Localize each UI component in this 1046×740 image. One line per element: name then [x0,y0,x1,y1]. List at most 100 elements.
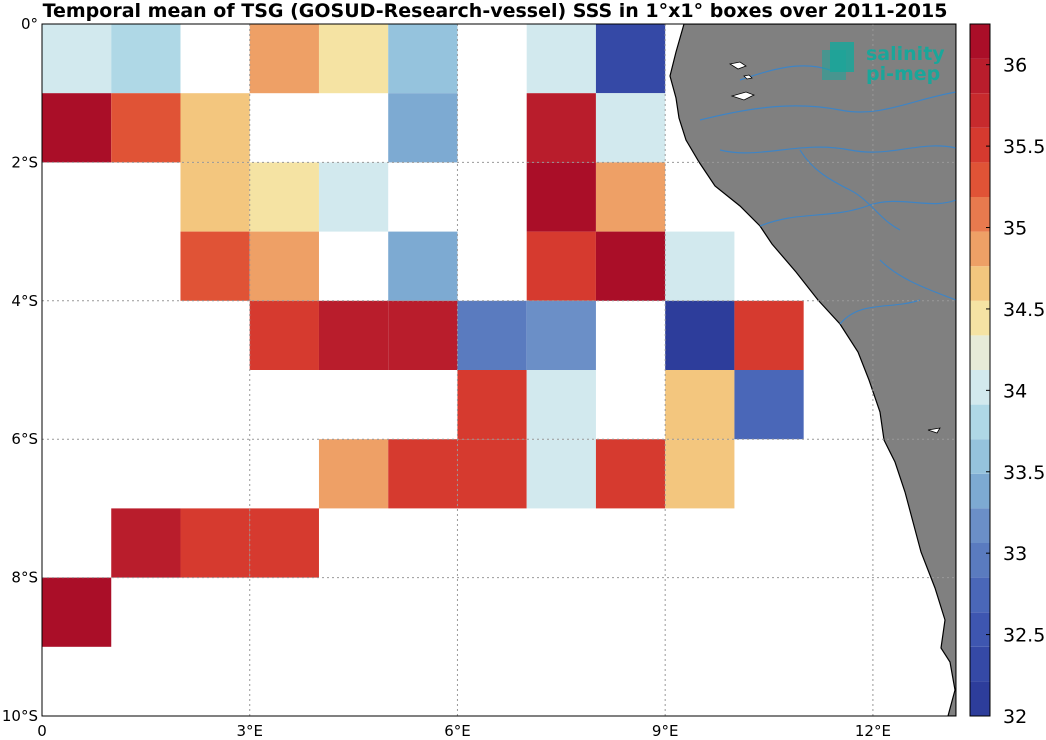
map-title: Temporal mean of TSG (GOSUD-Research-ves… [42,0,948,22]
sss-cell [457,439,527,509]
colorbar-swatch [970,404,990,440]
colorbar-swatch [970,162,990,197]
sss-cell [665,439,735,509]
sss-cell [457,300,527,370]
colorbar-swatch [970,93,990,128]
x-tick-label: 3°E [236,722,263,740]
colorbar-swatch [970,439,990,474]
colorbar-swatch [970,231,990,267]
sss-cell [42,93,112,163]
x-tick-label: 9°E [652,722,679,740]
colorbar-swatch [970,58,990,94]
sss-cell [111,508,181,578]
sss-cells [42,24,804,647]
sss-cell [665,231,735,301]
sss-cell [734,370,804,440]
colorbar-swatch [970,24,990,59]
sss-cell [388,24,458,94]
sss-cell [595,439,666,509]
sss-cell [595,162,666,232]
sss-cell [318,24,389,94]
logo-mark-icon [830,42,854,72]
colorbar-swatch [970,508,990,543]
sss-cell [526,300,596,370]
colorbar-tick-label: 35 [1003,218,1027,240]
sss-cell [734,300,804,370]
y-tick-label: 6°S [11,430,38,448]
sss-cell [526,24,596,94]
y-tick-label: 4°S [11,292,38,310]
x-tick-label: 0 [37,722,47,740]
colorbar-swatch [970,335,990,370]
sss-cell [388,231,458,301]
sss-cell [249,24,319,94]
sss-cell [42,577,112,647]
colorbar-swatch [970,543,990,578]
colorbar-swatch [970,646,990,682]
colorbar-swatch [970,300,990,336]
sss-cell [388,93,458,163]
sss-cell [526,93,596,163]
colorbar-tick-label: 34 [1003,380,1027,402]
sss-cell [526,162,596,232]
colorbar: 32 32.5 33 33.5 34 34.5 35 35.5 36 [969,23,1045,728]
colorbar-swatch [970,266,990,301]
sss-cell [526,231,596,301]
sss-cell [457,370,527,440]
sss-cell [180,162,250,232]
colorbar-swatch [970,127,990,163]
y-tick-label: 8°S [11,569,38,587]
colorbar-swatch [970,197,990,232]
sss-cell [595,24,666,94]
colorbar-swatch [970,681,990,716]
x-tick-label: 12°E [855,722,891,740]
logo-line1: salinity [866,43,945,65]
sss-cell [249,300,319,370]
sss-cell [318,162,389,232]
y-tick-label: 10°S [2,707,38,725]
colorbar-tick-label: 32.5 [1003,625,1045,647]
sss-cell [318,300,389,370]
sss-cell [318,439,389,509]
sss-cell [180,508,250,578]
axis-ticks: 0 3°E 6°E 9°E 12°E 0° 2°S 4°S 6°S 8°S 10°S [2,15,891,740]
colorbar-swatch [970,370,990,405]
lake-islands [728,61,941,434]
colorbar-frame [969,23,991,717]
sss-cell [249,231,319,301]
sss-cell [180,93,250,163]
sss-cell [595,231,666,301]
land-mass [669,24,956,716]
colorbar-tick-label: 32 [1003,706,1027,728]
sss-cell [388,300,458,370]
sss-cell [249,162,319,232]
graticule [42,24,956,716]
colorbar-tick-label: 34.5 [1003,299,1045,321]
salinity-logo: salinity pi-mep [822,42,945,85]
sss-cell [42,24,112,94]
colorbar-swatch [970,577,990,613]
sss-cell [111,93,181,163]
y-tick-label: 2°S [11,153,38,171]
colorbar-tick-label: 33 [1003,543,1027,565]
y-tick-label: 0° [21,15,38,33]
sss-cell [249,508,319,578]
x-tick-label: 6°E [444,722,471,740]
sss-cell [111,24,181,94]
colorbar-tick-label: 36 [1003,55,1027,77]
sss-cell [180,231,250,301]
sss-cell [665,300,735,370]
sss-cell [665,370,735,440]
sss-cell [526,370,596,440]
sss-cell [526,439,596,509]
colorbar-tick-label: 35.5 [1003,136,1045,158]
logo-line2: pi-mep [866,63,940,85]
river-network [699,65,956,325]
colorbar-tick-label: 33.5 [1003,462,1045,484]
sss-cell [595,93,666,163]
sss-cell [388,439,458,509]
plot-frame [41,23,957,717]
colorbar-swatch [970,612,990,647]
colorbar-swatch [970,473,990,509]
